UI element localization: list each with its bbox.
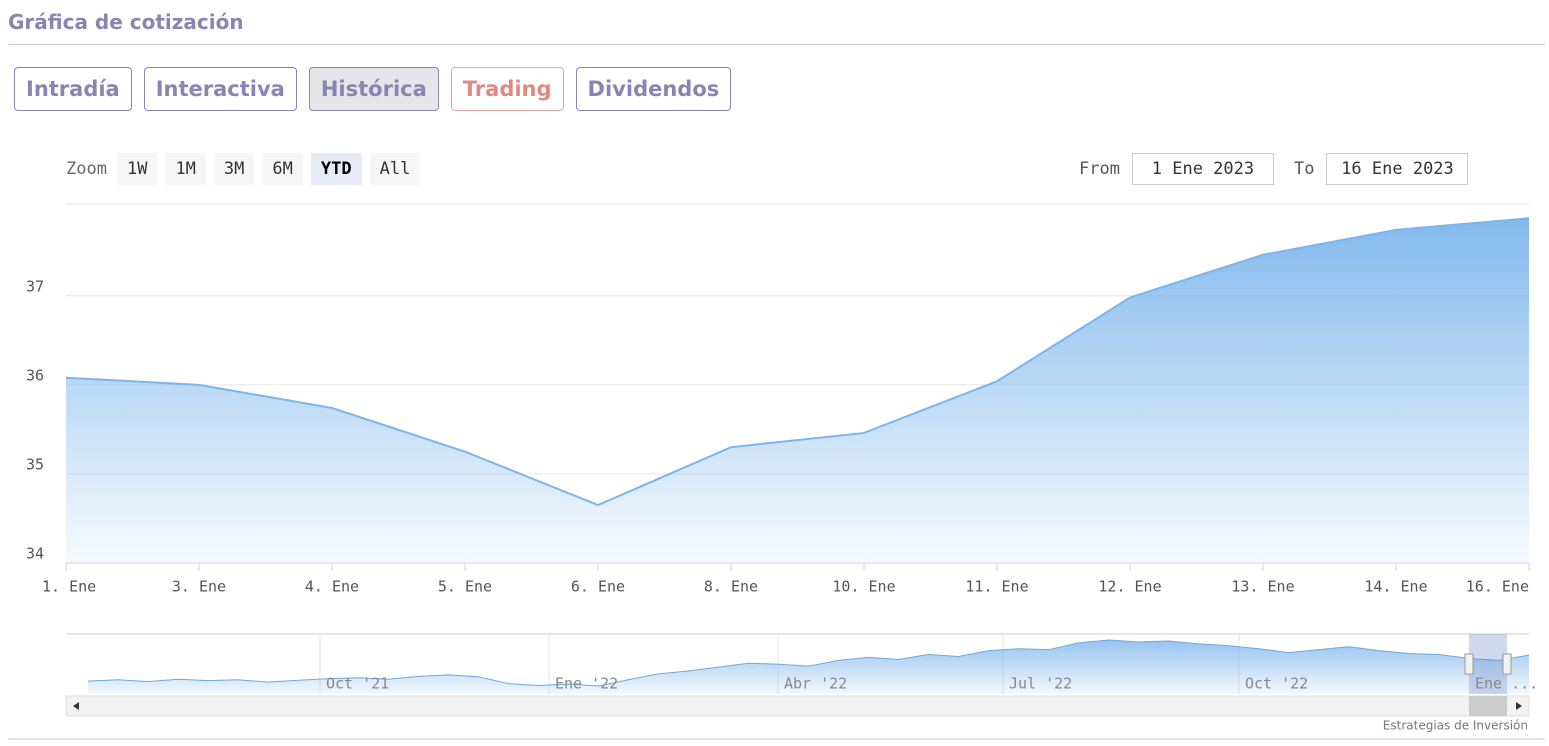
credits: Estrategias de Inversión: [1383, 719, 1528, 733]
navigator-label: Ene ...: [1475, 675, 1538, 693]
page-title: Gráfica de cotización: [8, 10, 244, 34]
tabs: Intradía Interactiva Histórica Trading D…: [14, 67, 732, 111]
zoom-bar: Zoom 1W 1M 3M 6M YTD All: [66, 153, 421, 185]
navigator-area: [88, 640, 1529, 694]
scroll-right: [1516, 702, 1522, 710]
scrollbar-thumb: [1469, 696, 1507, 716]
x-tick-label: 1. Ene: [42, 578, 96, 596]
x-tick-label: 3. Ene: [172, 578, 226, 596]
navigator-mask: [1469, 634, 1507, 694]
area: [66, 218, 1529, 563]
navigator-label: Abr '22: [784, 675, 847, 693]
y-tick-label: 37: [26, 277, 44, 295]
x-tick-label: 10. Ene: [832, 578, 895, 596]
navigator-label: Oct '21: [326, 675, 389, 693]
tab[interactable]: Histórica: [308, 67, 439, 111]
y-tick-label: 36: [26, 366, 44, 384]
x-tick-label: 4. Ene: [305, 578, 359, 596]
x-tick-label: 14. Ene: [1364, 578, 1427, 596]
x-tick-label: 12. Ene: [1098, 578, 1161, 596]
y-tick-label: 35: [26, 455, 44, 473]
zoom-button[interactable]: 1W: [116, 153, 158, 185]
navigator-label: Oct '22: [1245, 675, 1308, 693]
zoom-button[interactable]: 1M: [165, 153, 206, 185]
zoom-label: Zoom: [66, 159, 107, 179]
x-tick-label: 13. Ene: [1231, 578, 1294, 596]
x-tick-label: 5. Ene: [438, 578, 492, 596]
divider: [8, 44, 1545, 45]
tab[interactable]: Interactiva: [143, 67, 297, 111]
to-input[interactable]: 16 Ene 2023: [1326, 153, 1469, 185]
y-tick-label: 34: [26, 545, 44, 563]
tab[interactable]: Trading: [450, 67, 564, 111]
zoom-button[interactable]: 3M: [213, 153, 255, 185]
x-tick-label: 16. Ene: [1466, 578, 1529, 596]
tab[interactable]: Dividendos: [575, 67, 732, 111]
from-input[interactable]: 1 Ene 2023: [1131, 153, 1274, 185]
to-label: To: [1294, 159, 1315, 179]
tab[interactable]: Intradía: [14, 67, 132, 111]
scroll-left: [73, 702, 79, 710]
range-from: From 1 Ene 2023: [1079, 153, 1274, 185]
range-to: To 16 Ene 2023: [1294, 153, 1469, 185]
navigator-label: Jul '22: [1009, 675, 1072, 693]
navigator-handle: [1502, 653, 1512, 675]
from-label: From: [1079, 159, 1120, 179]
zoom-button[interactable]: 6M: [262, 153, 303, 185]
navigator-handle: [1464, 653, 1474, 675]
x-tick-label: 8. Ene: [704, 578, 758, 596]
zoom-button[interactable]: YTD: [310, 153, 362, 185]
navigator-line: [87, 639, 1530, 687]
zoom-button[interactable]: All: [369, 153, 421, 185]
x-tick-label: 6. Ene: [571, 578, 625, 596]
line: [65, 217, 1530, 507]
navigator-label: Ene '22: [555, 675, 618, 693]
scrollbar: [65, 695, 1530, 717]
x-tick-label: 11. Ene: [965, 578, 1028, 596]
